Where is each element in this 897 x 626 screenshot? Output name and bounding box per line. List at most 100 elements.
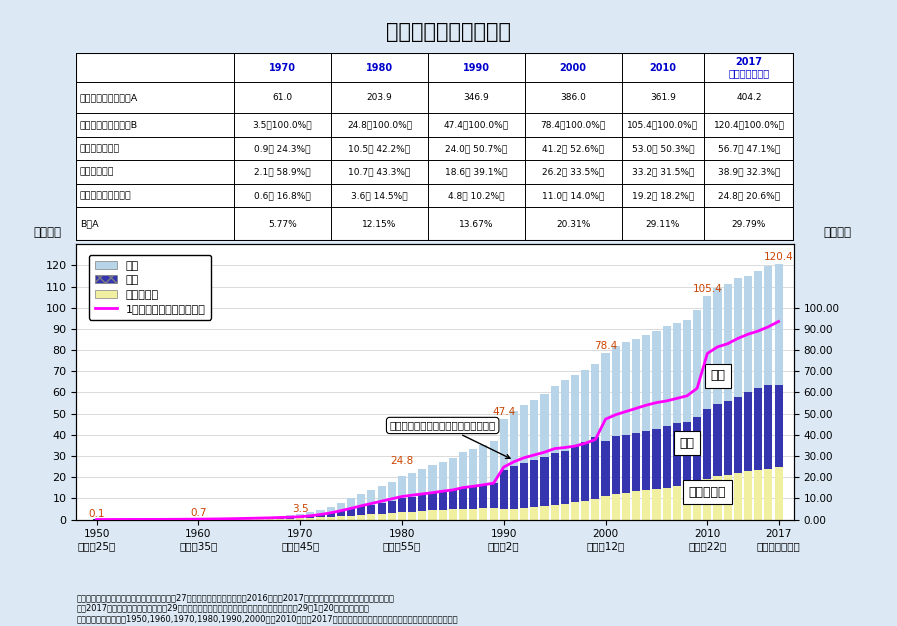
Bar [724,284,732,401]
Bar [388,501,396,513]
Text: 福祉その他: 福祉その他 [689,486,726,498]
Bar [530,507,538,520]
Bar [368,490,376,505]
Text: 33.2（ 31.5%）: 33.2（ 31.5%） [631,168,694,177]
Bar [703,296,711,409]
Bar [336,516,345,520]
Bar [275,516,283,518]
Bar [275,519,283,520]
Bar [530,400,538,460]
Bar [693,483,701,520]
Bar [256,518,264,519]
Bar [652,331,660,429]
Text: 2.1（ 58.9%）: 2.1（ 58.9%） [254,168,311,177]
Bar [774,467,783,520]
Bar [561,381,569,451]
Bar [673,486,681,520]
Text: 2000: 2000 [560,63,587,73]
Text: 3.6（ 14.5%）: 3.6（ 14.5%） [351,191,408,200]
Bar [581,501,589,520]
Bar [378,514,386,520]
Text: 2017
（予算ベース）: 2017 （予算ベース） [728,57,770,79]
Bar [327,512,335,517]
Bar [520,463,528,508]
Bar [429,510,437,520]
Text: 361.9: 361.9 [650,93,675,102]
Bar [520,405,528,463]
Bar [632,433,640,491]
Text: B／A: B／A [80,220,99,228]
Bar [663,488,671,520]
Bar [459,488,467,509]
Text: （内訳）　年金: （内訳） 年金 [80,144,120,153]
Bar [581,371,589,442]
Bar [612,494,620,520]
Text: 1980: 1980 [366,63,393,73]
Text: 24.8: 24.8 [390,456,414,466]
Bar [744,392,752,471]
Bar [500,510,508,520]
Text: 346.9: 346.9 [464,93,489,102]
Text: 26.2（ 33.5%）: 26.2（ 33.5%） [542,168,605,177]
Bar [266,518,274,519]
Bar [581,442,589,501]
Text: 3.5（100.0%）: 3.5（100.0%） [253,121,312,130]
Text: 53.0（ 50.3%）: 53.0（ 50.3%） [631,144,694,153]
Bar [448,490,457,510]
Bar [734,397,742,473]
Bar [398,476,406,498]
Bar [398,498,406,512]
Bar [479,485,487,508]
Bar [561,451,569,504]
Text: 4.8（ 10.2%）: 4.8（ 10.2%） [448,191,504,200]
Bar [245,518,253,519]
Legend: 年金, 医療, 福祉その他, 1人当たり社会保障給付費: 年金, 医療, 福祉その他, 1人当たり社会保障給付費 [89,255,211,320]
Bar [744,275,752,392]
Bar [683,485,691,520]
Text: 0.6（ 16.8%）: 0.6（ 16.8%） [254,191,311,200]
Bar [347,508,355,516]
Bar [754,388,762,470]
Bar [490,441,498,483]
Bar [235,518,243,519]
Bar [622,435,630,493]
Text: 24.8（ 20.6%）: 24.8（ 20.6%） [718,191,780,200]
Text: 1990: 1990 [463,63,490,73]
Bar [774,264,783,384]
Text: 29.79%: 29.79% [732,220,766,228]
Bar [551,505,559,520]
Bar [632,339,640,433]
Bar [622,493,630,520]
Bar [306,515,315,518]
Text: 1970: 1970 [269,63,296,73]
Bar [448,458,457,490]
Bar [520,508,528,520]
Bar [275,518,283,519]
Text: 404.2: 404.2 [736,93,762,102]
Text: 120.4: 120.4 [763,252,794,262]
Bar [570,376,579,446]
Bar [459,509,467,520]
Bar [429,493,437,510]
Bar [398,512,406,520]
Bar [591,364,599,438]
Bar [744,471,752,520]
Bar [602,354,610,441]
Text: 2010: 2010 [649,63,676,73]
Text: 18.6（ 39.1%）: 18.6（ 39.1%） [445,168,508,177]
Bar [764,469,772,520]
Bar [266,516,274,518]
Text: 78.4: 78.4 [594,341,617,351]
Text: 社会保障給付費の推移: 社会保障給付費の推移 [386,22,511,42]
Bar [540,457,549,506]
Bar [509,509,518,520]
Text: 10.7（ 43.3%）: 10.7（ 43.3%） [348,168,411,177]
Text: 資料：国立社会保障・人口問題研究所「平成27年度社会保障費用統計」、2016年度、2017年度（予算ベース）は厚生労働省推計、
　　2017年度の国民所得額は「: 資料：国立社会保障・人口問題研究所「平成27年度社会保障費用統計」、2016年度… [76,593,457,623]
Bar [764,267,772,385]
Bar [286,517,294,519]
Bar [418,495,426,511]
Text: 24.0（ 50.7%）: 24.0（ 50.7%） [445,144,508,153]
Bar [448,510,457,520]
Bar [500,419,508,470]
Bar [570,446,579,502]
